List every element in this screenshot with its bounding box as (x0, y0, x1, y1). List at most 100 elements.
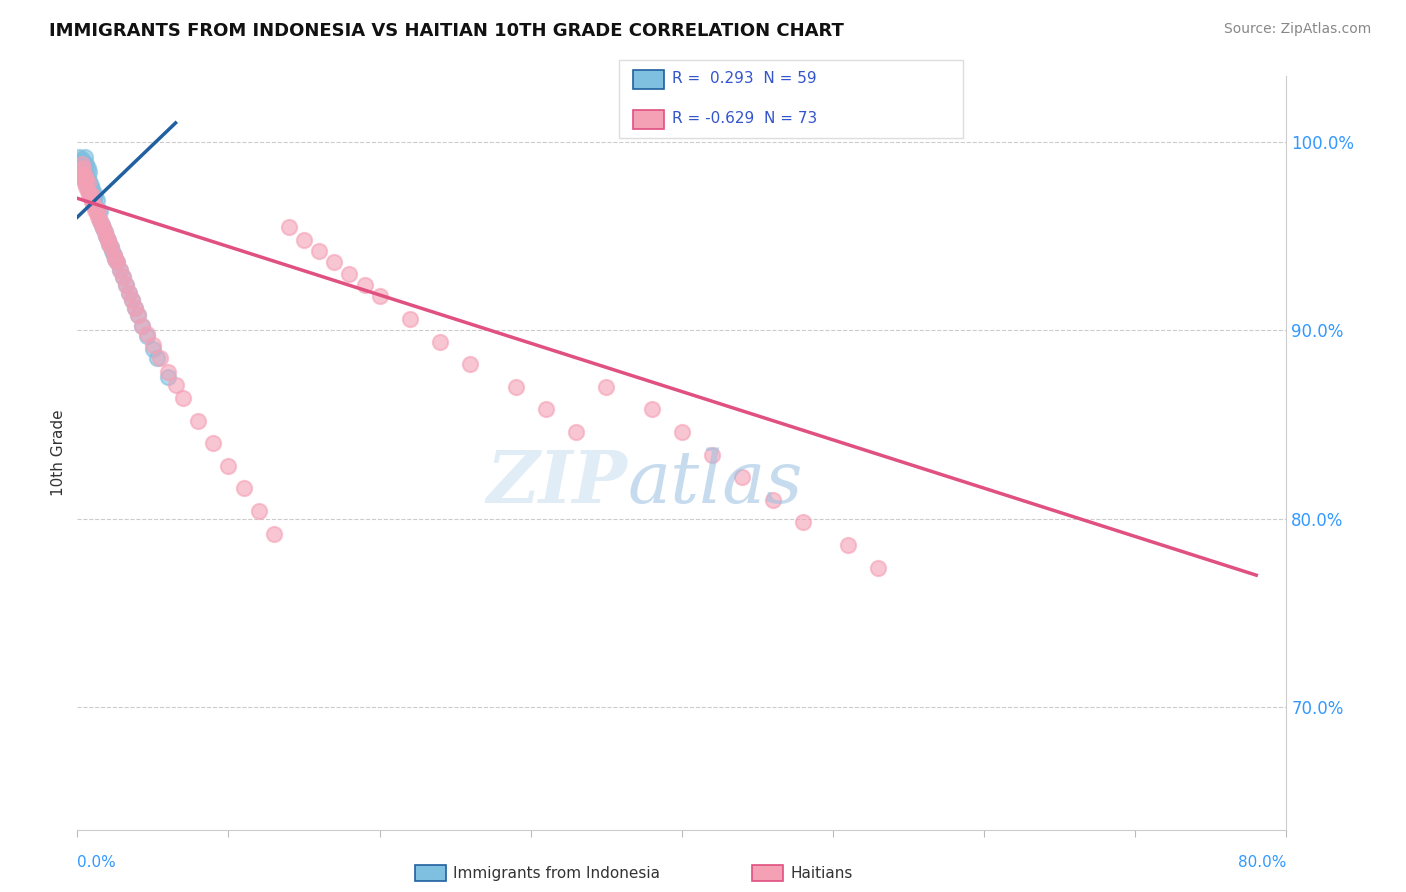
Point (762, 492, 785, 507)
Point (82, 187, 104, 202)
Point (399, 312, 422, 326)
Point (187, 414, 209, 428)
Point (69, 163, 91, 178)
Point (75, 167, 97, 181)
Point (86, 193, 108, 207)
Point (73, 176, 96, 190)
Point (90, 218, 112, 232)
Point (69, 163, 91, 178)
Point (505, 380, 527, 394)
Point (837, 538, 859, 552)
Point (82, 182, 104, 196)
Point (77, 184, 100, 198)
Point (118, 285, 141, 300)
Point (337, 267, 360, 281)
Point (104, 252, 127, 266)
Point (98, 236, 121, 251)
Text: ZIP: ZIP (486, 448, 627, 518)
Point (142, 338, 165, 352)
Point (118, 285, 141, 300)
Point (86, 206, 108, 220)
Point (146, 351, 169, 366)
Point (69, 153, 91, 168)
Point (89, 214, 111, 228)
Point (101, 244, 124, 258)
Point (83, 195, 105, 210)
Point (114, 277, 136, 292)
Point (93, 225, 115, 239)
Point (111, 270, 134, 285)
Text: IMMIGRANTS FROM INDONESIA VS HAITIAN 10TH GRADE CORRELATION CHART: IMMIGRANTS FROM INDONESIA VS HAITIAN 10T… (49, 22, 844, 40)
Point (702, 448, 724, 462)
Text: Source: ZipAtlas.com: Source: ZipAtlas.com (1223, 22, 1371, 37)
Point (82, 191, 104, 205)
Point (232, 482, 254, 496)
Point (100, 240, 122, 254)
Point (80, 187, 103, 202)
Point (458, 357, 481, 371)
Point (77, 170, 100, 185)
Point (82, 195, 104, 210)
Point (77, 180, 100, 194)
Point (172, 391, 194, 405)
Point (121, 293, 143, 307)
Point (368, 289, 391, 303)
Point (114, 277, 136, 292)
Point (121, 293, 143, 307)
Point (868, 560, 890, 574)
Point (70, 159, 93, 173)
Point (79, 165, 101, 179)
Point (79, 174, 101, 188)
Point (70, 167, 93, 181)
Point (72, 161, 94, 176)
Text: R = -0.629  N = 73: R = -0.629 N = 73 (672, 112, 817, 126)
Point (429, 334, 451, 349)
Point (79, 184, 101, 198)
Point (131, 319, 153, 334)
Point (89, 214, 111, 228)
Point (565, 425, 588, 439)
Point (77, 161, 100, 176)
Point (67, 150, 90, 164)
Text: 80.0%: 80.0% (1239, 855, 1286, 870)
Point (124, 301, 146, 315)
Point (90, 218, 112, 232)
Point (75, 172, 97, 186)
Point (127, 308, 149, 322)
Point (73, 169, 96, 183)
Text: R =  0.293  N = 59: R = 0.293 N = 59 (672, 71, 817, 86)
Point (87, 210, 110, 224)
Point (104, 252, 127, 266)
Point (73, 172, 96, 186)
Point (83, 199, 105, 213)
Point (292, 233, 315, 247)
Point (70, 157, 93, 171)
Point (70, 167, 93, 181)
Point (77, 176, 100, 190)
Point (108, 263, 131, 277)
Point (73, 157, 96, 171)
Point (108, 263, 131, 277)
Point (157, 365, 180, 379)
Point (79, 187, 101, 202)
Y-axis label: 10th Grade: 10th Grade (51, 409, 66, 496)
Text: 0.0%: 0.0% (77, 855, 117, 870)
Point (105, 255, 128, 269)
Point (124, 301, 146, 315)
Point (72, 161, 94, 176)
Point (263, 526, 285, 541)
Point (671, 425, 693, 439)
Point (94, 229, 117, 244)
Point (96, 233, 118, 247)
Point (72, 172, 94, 186)
Point (70, 152, 93, 166)
Point (96, 233, 118, 247)
Point (87, 206, 110, 220)
Point (73, 165, 96, 179)
Point (103, 248, 125, 262)
Point (218, 458, 240, 473)
Point (731, 470, 754, 484)
Point (149, 351, 172, 366)
Point (80, 178, 103, 193)
Point (93, 225, 115, 239)
